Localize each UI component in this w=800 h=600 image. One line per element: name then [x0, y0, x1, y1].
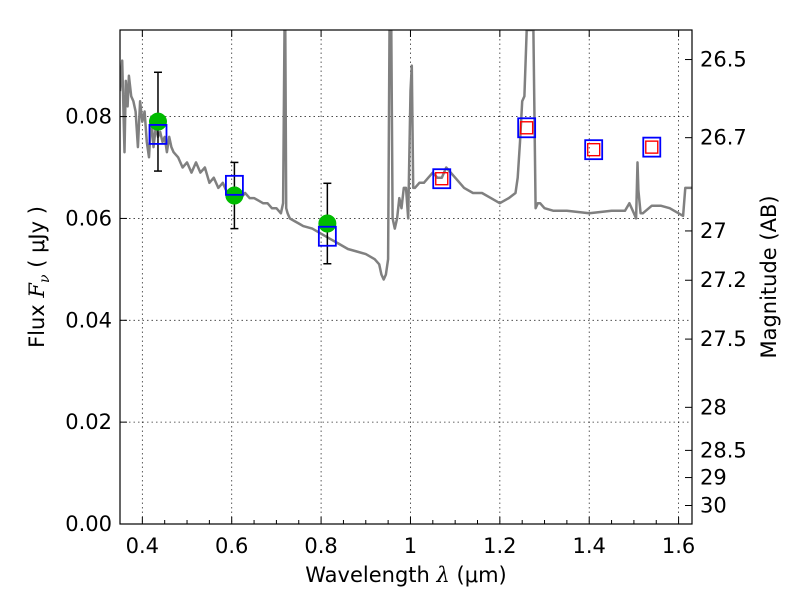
upper-limit-square: [586, 142, 601, 157]
model-photometry-square: [432, 168, 452, 190]
x-tick-label: 1.4: [573, 534, 606, 558]
y-tick-label: 0.08: [65, 105, 112, 129]
model-photometry-square: [584, 139, 604, 161]
y2-tick-label: 30: [700, 494, 727, 518]
plot-frame: [119, 29, 693, 525]
y2-tick-label: 27.2: [700, 268, 747, 292]
model-spectrum-line: [120, 30, 692, 281]
x-tick-label: 0.4: [126, 534, 159, 558]
y2-tick-label: 27.5: [700, 327, 747, 351]
y2-tick-label: 28: [700, 395, 727, 419]
x-tick-label: 1.2: [483, 534, 516, 558]
y-axis-label: Flux Fν ( μJy ): [25, 206, 53, 348]
ticks: 0.4 0.6 0.8 1 1.2 1.4 1.6 0.00 0.02 0.04 0.06 0.08 2…: [65, 30, 747, 558]
model-spectrum: [120, 30, 692, 281]
y-tick-label: 0.04: [65, 308, 112, 332]
upper-limit-square: [519, 121, 534, 135]
observed-points: [148, 112, 337, 233]
y2-tick-label: 26.7: [700, 126, 747, 150]
model-photometry-square: [224, 174, 244, 196]
x-tick-label: 0.6: [215, 534, 248, 558]
observed-point: [148, 112, 167, 131]
y-tick-label: 0.02: [65, 410, 112, 434]
x-axis-label: Wavelength λ (μm): [305, 563, 506, 587]
y2-tick-label: 26.5: [700, 48, 747, 72]
y-tick-label: 0.06: [65, 206, 112, 230]
model-photometry-squares: [148, 117, 662, 247]
model-photometry-square: [517, 117, 537, 139]
y2-tick-label: 29: [700, 466, 727, 490]
x-tick-label: 1: [404, 534, 417, 558]
y2-tick-label: 28.5: [700, 438, 747, 462]
grid: [120, 30, 692, 525]
y2-axis-label: Magnitude (AB): [757, 195, 781, 358]
upper-limit-square: [645, 140, 659, 154]
model-photometry-square: [148, 124, 168, 145]
model-photometry-square: [317, 225, 337, 247]
upper-limit-squares: [435, 121, 659, 186]
y-tick-label: 0.00: [65, 512, 112, 536]
observed-point: [318, 214, 337, 233]
x-tick-label: 0.8: [304, 534, 337, 558]
x-tick-label: 1.6: [662, 534, 695, 558]
upper-limit-square: [435, 172, 449, 186]
errorbars: [153, 71, 332, 265]
model-photometry-square: [642, 136, 662, 158]
y2-tick-label: 27: [700, 219, 727, 243]
